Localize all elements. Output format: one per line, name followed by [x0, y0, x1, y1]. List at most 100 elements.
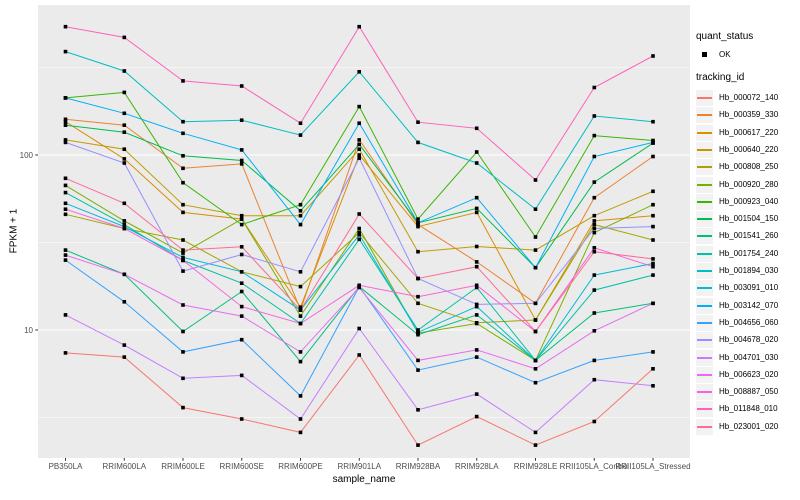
legend-entry-Hb_003091_010: Hb_003091_010: [694, 280, 800, 297]
data-point: [298, 222, 303, 227]
square-point-icon: [702, 52, 707, 57]
data-point: [63, 183, 68, 188]
legend-label: Hb_000072_140: [719, 93, 779, 102]
data-point: [474, 283, 479, 288]
data-point: [63, 123, 68, 127]
data-point: [239, 245, 244, 249]
series-points-Hb_003142_070: [63, 96, 655, 270]
legend-title-tracking-id: tracking_id: [696, 72, 745, 83]
legend-entry-Hb_000640_220: Hb_000640_220: [694, 141, 800, 158]
legend-key-icon: [696, 159, 713, 176]
data-point: [651, 238, 655, 242]
data-point: [122, 90, 127, 95]
x-axis-title: sample_name: [332, 474, 396, 485]
legend-label: Hb_001894_030: [719, 266, 779, 275]
legend-line-swatch: [697, 183, 712, 186]
data-point: [181, 154, 185, 158]
data-point: [122, 355, 127, 359]
data-point: [298, 213, 303, 218]
data-point: [122, 147, 127, 151]
legend-label: Hb_003091_010: [719, 283, 779, 293]
y-axis-title: FPKM + 1: [8, 208, 20, 254]
data-point: [474, 244, 479, 249]
legend-label: Hb_001504_150: [719, 214, 779, 224]
data-point: [357, 237, 361, 242]
data-point: [533, 235, 538, 239]
data-point: [533, 265, 538, 270]
data-point: [533, 430, 538, 435]
data-point: [63, 119, 68, 124]
data-point: [63, 351, 68, 355]
data-point: [592, 358, 597, 363]
legend-line-swatch: [697, 218, 712, 221]
data-point: [357, 156, 361, 160]
legend-entry-Hb_008887_050: Hb_008887_050: [694, 384, 800, 401]
data-point: [533, 318, 538, 322]
data-point: [122, 157, 127, 161]
x-tick-label: RRIM928LA: [454, 462, 499, 471]
legend-label: Hb_004701_030: [719, 352, 779, 362]
data-point: [474, 414, 479, 419]
data-point: [357, 353, 361, 357]
data-point: [181, 303, 185, 307]
data-point: [416, 249, 420, 254]
legend-label: Hb_023001_020: [719, 421, 779, 431]
data-point: [651, 202, 655, 207]
legend-line-swatch: [697, 200, 712, 203]
data-point: [592, 311, 597, 315]
data-point: [298, 308, 303, 312]
legend-line-swatch: [697, 287, 712, 290]
legend-key-icon: [696, 124, 713, 141]
legend-key-icon: [696, 193, 713, 210]
data-point: [651, 140, 655, 145]
data-point: [533, 443, 538, 447]
legend-key-icon: [696, 280, 713, 297]
data-point: [474, 285, 479, 290]
data-point: [63, 49, 68, 54]
data-point: [239, 417, 244, 421]
data-point: [239, 337, 244, 342]
data-point: [239, 314, 244, 318]
data-point: [122, 35, 127, 40]
x-tick-label: RRII105LA_Control: [559, 462, 629, 471]
data-point: [651, 138, 655, 143]
data-point: [122, 130, 127, 134]
legend-key-icon: [696, 245, 713, 262]
data-point: [592, 222, 597, 227]
data-point: [298, 121, 303, 125]
series-points-Hb_023001_020: [63, 176, 655, 334]
data-point: [298, 359, 303, 364]
x-tick-label: RRIM600PE: [278, 462, 323, 471]
legend-line-swatch: [697, 425, 712, 428]
data-point: [592, 85, 597, 90]
data-point: [416, 330, 420, 335]
data-point: [533, 178, 538, 182]
data-point: [181, 131, 185, 136]
data-point: [181, 269, 185, 273]
data-point: [63, 253, 68, 257]
data-point: [592, 133, 597, 138]
legend-line-swatch: [697, 356, 712, 359]
data-point: [357, 230, 361, 235]
legend-key-icon: [696, 211, 713, 228]
data-point: [181, 376, 185, 381]
data-point: [122, 272, 127, 277]
legend-entry-Hb_000359_330: Hb_000359_330: [694, 107, 800, 124]
legend-label: Hb_011848_010: [719, 404, 778, 414]
legend-entry-Hb_001894_030: Hb_001894_030: [694, 263, 800, 279]
legend-label: Hb_000359_330: [719, 110, 779, 120]
legend-key-icon: [696, 332, 713, 349]
data-point: [357, 326, 361, 331]
data-point: [181, 210, 185, 215]
data-point: [181, 329, 185, 334]
data-point: [651, 261, 655, 266]
data-point: [357, 226, 361, 231]
data-point: [474, 302, 479, 307]
data-point: [651, 273, 655, 277]
data-point: [592, 419, 597, 424]
data-point: [357, 153, 361, 157]
data-point: [416, 221, 420, 225]
data-point: [357, 233, 361, 237]
data-point: [357, 104, 361, 109]
data-point: [416, 301, 420, 306]
